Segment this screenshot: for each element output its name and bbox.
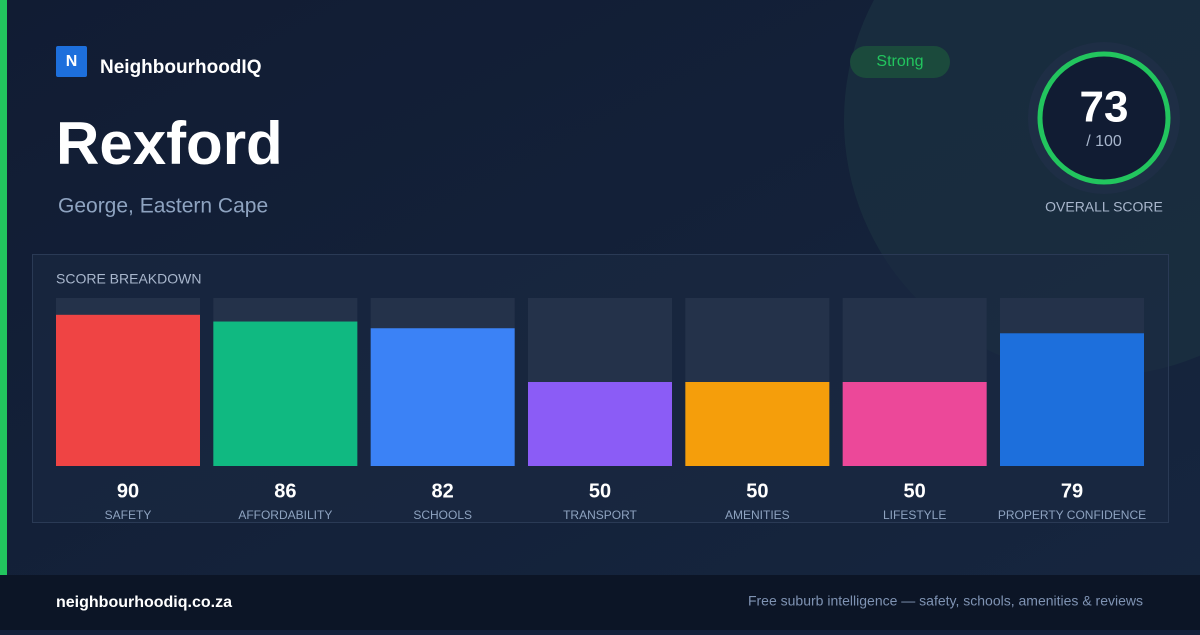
bar bbox=[56, 314, 200, 466]
value-label: 90 bbox=[117, 480, 139, 502]
footer-tagline: Free suburb intelligence — safety, schoo… bbox=[748, 593, 1143, 609]
bar bbox=[370, 328, 515, 466]
category-label: LIFESTYLE bbox=[883, 508, 946, 522]
badge bbox=[850, 46, 950, 78]
category-label: AMENITIES bbox=[725, 508, 790, 522]
category-label: TRANSPORT bbox=[563, 508, 637, 522]
accent-stripe bbox=[0, 0, 7, 575]
location: George, Eastern Cape bbox=[58, 195, 268, 218]
ring bbox=[1037, 51, 1171, 185]
category-label: PROPERTY CONFIDENCE bbox=[998, 508, 1146, 522]
overall-score: 73 bbox=[1080, 83, 1129, 132]
value-label: 86 bbox=[274, 480, 296, 502]
bar bbox=[1000, 333, 1144, 466]
value-label: 50 bbox=[746, 480, 768, 502]
suburb: Rexford bbox=[56, 110, 283, 177]
logo-letter: N bbox=[66, 53, 78, 70]
footer-site: neighbourhoodiq.co.za bbox=[56, 594, 232, 611]
category-label: SCHOOLS bbox=[413, 508, 472, 522]
badge-text: Strong bbox=[876, 53, 923, 70]
value-label: 50 bbox=[589, 480, 611, 502]
value-label: 50 bbox=[904, 480, 926, 502]
bar bbox=[842, 382, 987, 466]
logo bbox=[56, 46, 87, 77]
category-label: SAFETY bbox=[105, 508, 152, 522]
overall-max: / 100 bbox=[1086, 133, 1122, 150]
value-label: 79 bbox=[1061, 480, 1083, 502]
brand-name: NeighbourhoodIQ bbox=[100, 57, 261, 78]
chart-title: SCORE BREAKDOWN bbox=[56, 271, 201, 287]
category-label: AFFORDABILITY bbox=[238, 508, 332, 522]
overall-label: OVERALL SCORE bbox=[1045, 199, 1163, 215]
bar bbox=[213, 321, 358, 466]
footer bbox=[0, 575, 1200, 630]
bar bbox=[685, 382, 830, 466]
value-label: 82 bbox=[432, 480, 454, 502]
bar bbox=[528, 382, 672, 466]
